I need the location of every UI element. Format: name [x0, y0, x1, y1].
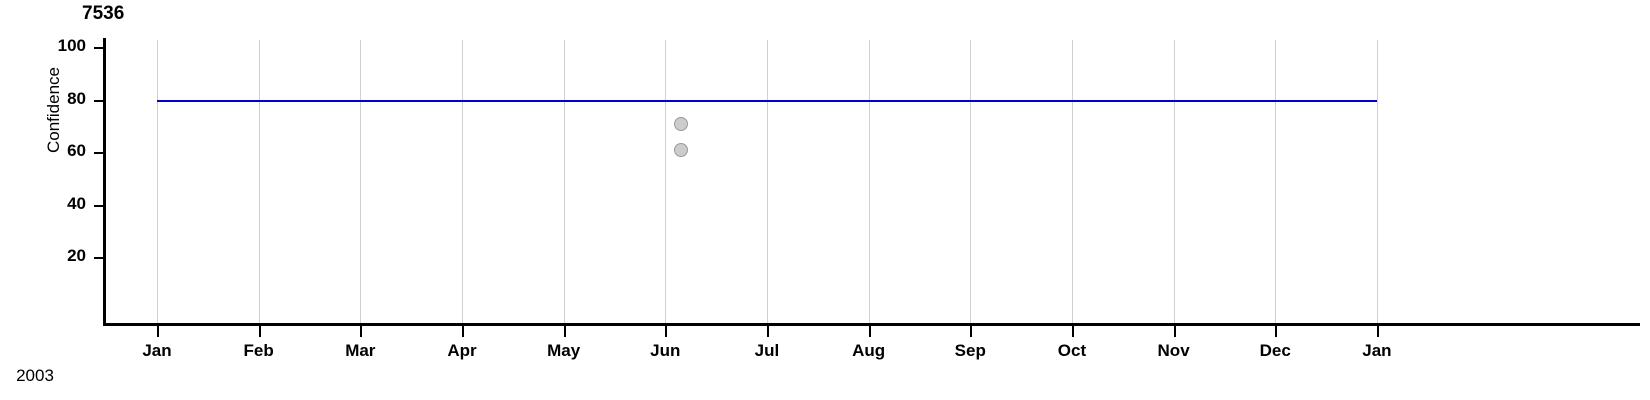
x-axis-tick [1173, 326, 1176, 337]
y-axis-tick-label: 80 [67, 88, 86, 108]
x-axis-tick-label: Apr [447, 341, 477, 360]
y-axis-tick [94, 204, 104, 207]
x-axis-tick [1275, 326, 1278, 337]
x-axis-tick [970, 326, 973, 337]
threshold-line [157, 99, 1377, 102]
x-gridline [1275, 40, 1277, 323]
x-gridline [868, 40, 870, 323]
y-axis-line [103, 38, 106, 326]
data-point[interactable] [673, 117, 688, 132]
x-axis-tick [766, 326, 769, 337]
x-gridline [360, 40, 362, 323]
x-axis-tick [1376, 326, 1379, 337]
x-axis-tick-label: Nov [1157, 341, 1190, 360]
x-gridline [665, 40, 667, 323]
data-point[interactable] [673, 143, 688, 158]
x-axis-tick [461, 326, 464, 337]
x-gridline [1071, 40, 1073, 323]
x-axis-tick-label: May [547, 341, 581, 360]
x-axis-tick-label: Jul [754, 341, 780, 360]
x-axis-tick-label: Jan [1362, 341, 1392, 360]
y-axis-tick [94, 152, 104, 154]
x-gridline [157, 40, 158, 323]
x-axis-tick [868, 326, 871, 337]
x-gridline [461, 40, 463, 323]
y-axis-tick [94, 99, 104, 102]
y-axis-tick-label: 20 [67, 246, 86, 265]
x-axis-tick [258, 326, 261, 337]
x-axis-tick-label: Oct [1057, 341, 1087, 360]
y-axis-tick-label: 100 [57, 36, 86, 55]
x-gridline [766, 40, 768, 323]
x-axis-tick-label: Mar [345, 341, 376, 360]
x-axis-tick-label: Jun [650, 341, 681, 360]
x-axis-label: 2003 [0, 366, 1650, 386]
y-axis-tick-label: 40 [67, 193, 86, 213]
x-axis-tick-label: Dec [1259, 341, 1291, 360]
x-axis-tick [360, 326, 363, 337]
x-axis-tick [665, 326, 668, 337]
y-axis-tick [94, 47, 104, 49]
x-gridline [1376, 40, 1378, 323]
y-axis-tick [94, 257, 104, 259]
x-gridline [1173, 40, 1175, 323]
x-gridline [970, 40, 972, 323]
x-axis-tick-label: Aug [852, 341, 886, 360]
x-axis-line [103, 323, 1640, 326]
x-axis-tick-label: Sep [954, 341, 986, 360]
chart-title: 7536 [82, 3, 125, 24]
x-axis-tick-label: Jan [142, 341, 172, 360]
x-axis-tick-label: Feb [243, 341, 274, 360]
y-axis-tick-label: 60 [67, 141, 86, 160]
x-axis-tick [1071, 326, 1074, 337]
x-axis-label-text: 2003 [16, 366, 54, 385]
x-gridline [258, 40, 260, 323]
x-axis-tick [563, 326, 566, 337]
x-gridline [563, 40, 565, 323]
x-axis-tick [157, 326, 159, 337]
